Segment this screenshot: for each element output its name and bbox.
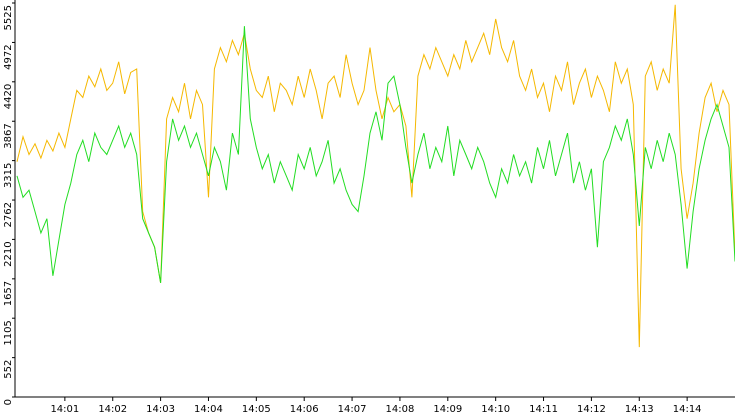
y-tick-label: 2210 <box>3 241 14 266</box>
y-tick-label: 4420 <box>3 84 14 109</box>
series-line <box>16 4 735 348</box>
x-tick-label: 14:07 <box>338 404 367 415</box>
x-tick-label: 14:02 <box>98 404 127 415</box>
x-tick-label: 14:09 <box>433 404 462 415</box>
y-tick-label: 3315 <box>3 163 14 188</box>
y-tick-label: 3867 <box>3 123 14 148</box>
x-tick-label: 14:11 <box>529 404 558 415</box>
x-tick-label: 14:04 <box>194 404 223 415</box>
y-tick-label: 2762 <box>3 202 14 227</box>
y-tick-label: 1105 <box>3 320 14 345</box>
y-tick-label: 5525 <box>3 5 14 30</box>
x-tick-label: 14:08 <box>386 404 415 415</box>
y-tick-label: 552 <box>3 360 14 379</box>
x-tick-label: 14:06 <box>290 404 319 415</box>
x-tick-label: 14:03 <box>146 404 175 415</box>
x-tick-label: 14:05 <box>242 404 271 415</box>
y-tick-label: 0 <box>3 399 14 405</box>
x-tick-label: 14:14 <box>673 404 702 415</box>
y-tick-label: 4972 <box>3 44 14 69</box>
x-tick-label: 14:13 <box>625 404 654 415</box>
y-tick-label: 1657 <box>3 281 14 306</box>
series-line <box>16 26 735 283</box>
x-tick-label: 14:01 <box>50 404 79 415</box>
x-tick-label: 14:10 <box>481 404 510 415</box>
x-tick-label: 14:12 <box>577 404 606 415</box>
